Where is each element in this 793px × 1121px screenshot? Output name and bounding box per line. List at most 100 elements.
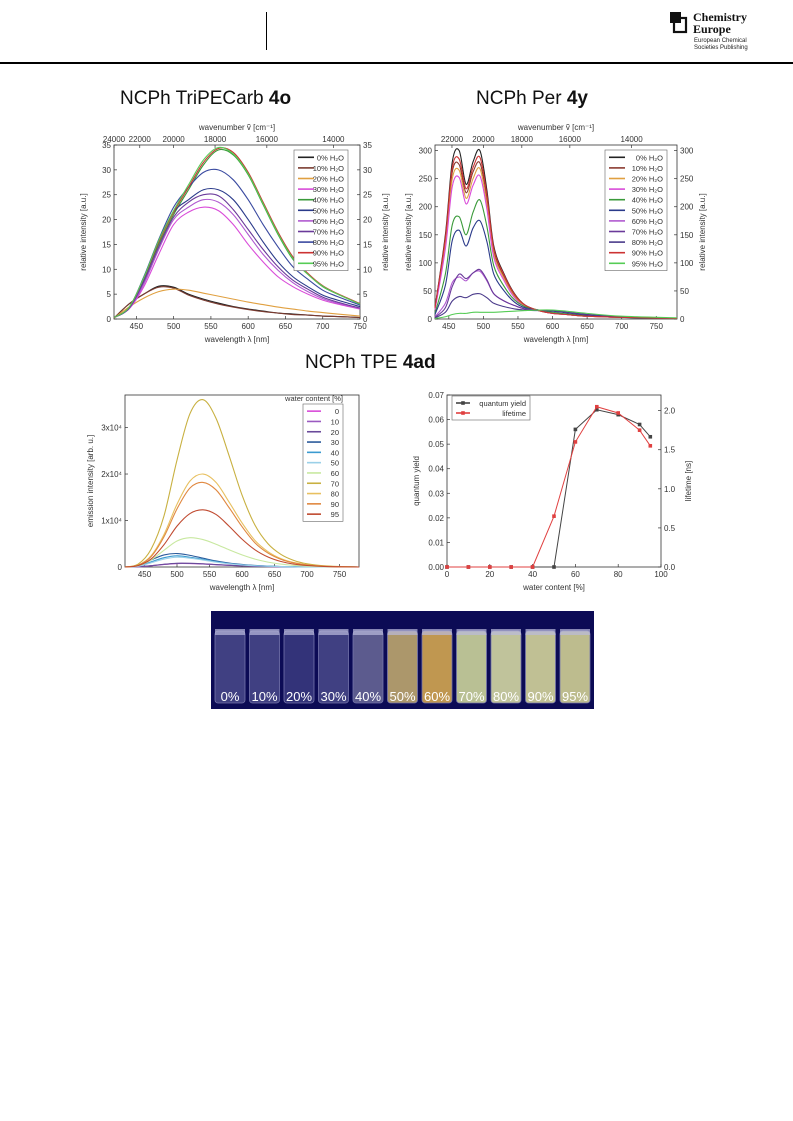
legend-label-50% H₂O: 50% H₂O <box>632 206 663 215</box>
heading-per-bold: 4y <box>566 88 588 109</box>
series-line-30% H₂O <box>113 206 361 318</box>
y-tick-label: 0 <box>428 315 433 324</box>
y-axis-label: relative intensity [a.u.] <box>79 193 88 270</box>
x-tick-label: 600 <box>546 322 560 331</box>
top-tick-label: 16000 <box>256 135 279 144</box>
top-tick-label: 24000 <box>103 135 126 144</box>
chemistry-europe-logo-icon <box>670 12 688 34</box>
data-point-lifetime <box>637 428 642 432</box>
vials-photo: 0% 10% 20% 30% 40% 50% 60% 70% 80% 90% 95% <box>211 611 594 709</box>
top-tick-label: 22000 <box>129 135 152 144</box>
plot-frame <box>434 144 678 320</box>
legend-label-lifetime: lifetime <box>502 409 526 418</box>
logo-title: Chemistry Europe <box>693 11 747 35</box>
legend-label-10: 10 <box>331 417 339 426</box>
chart-tpe-emission: 450 500 550 600 650 700 75001x10⁴2x10⁴3x10⁴wav… <box>86 394 360 592</box>
series-line-lifetime <box>447 406 651 568</box>
series-line-90% H₂O <box>434 155 678 319</box>
y-axis-label: relative intensity [a.u.] <box>404 193 413 270</box>
x-tick-label: 500 <box>167 322 181 331</box>
y-tick-label: 5 <box>107 290 112 299</box>
legend-label-70: 70 <box>331 479 339 488</box>
x-axis-label: wavelength λ [nm] <box>204 335 269 344</box>
y-tick-label: 0.04 <box>428 465 444 474</box>
vials-photo-drawing: 0% 10% 20% 30% 40% 50% 60% 70% 80% 90% 95% <box>214 629 591 704</box>
legend-label-0% H₂O: 0% H₂O <box>317 153 344 162</box>
x-tick-label: 600 <box>242 322 256 331</box>
legend-label-50: 50 <box>331 459 339 468</box>
y-tick-label: 150 <box>419 231 433 240</box>
data-point-quantum yield <box>637 422 642 427</box>
data-point-lifetime <box>445 565 449 569</box>
x-tick-label: 0 <box>445 570 450 579</box>
legend-label-80% H₂O: 80% H₂O <box>632 238 663 247</box>
top-tick-label: 16000 <box>559 135 582 144</box>
legend-marker-lifetime <box>461 411 465 415</box>
data-point-quantum yield <box>648 434 653 439</box>
x-tick-label: 750 <box>333 570 347 579</box>
x-tick-label: 700 <box>615 322 629 331</box>
legend-label-10% H₂O: 10% H₂O <box>632 164 663 173</box>
legend-label-95: 95 <box>331 510 339 519</box>
data-point-lifetime <box>530 565 535 569</box>
x-tick-label: 40 <box>528 570 537 579</box>
legend-label-20% H₂O: 20% H₂O <box>313 175 344 184</box>
legend-label-60: 60 <box>331 469 339 478</box>
y-tick-label: 1x10⁴ <box>101 517 122 526</box>
header-divider <box>266 12 267 50</box>
x-tick-label: 550 <box>203 570 217 579</box>
legend-label-95% H₂O: 95% H₂O <box>313 259 344 268</box>
x-tick-label: 750 <box>353 322 367 331</box>
legend-label-20% H₂O: 20% H₂O <box>632 175 663 184</box>
y-right-tick-label: 25 <box>363 191 372 200</box>
x-tick-label: 550 <box>204 322 218 331</box>
series-line-95 <box>124 509 360 568</box>
legend-box <box>302 403 344 522</box>
data-point-lifetime <box>648 444 653 448</box>
logo-sub-line2: Societies Publishing <box>694 45 748 51</box>
series-line-50% H₂O <box>434 219 678 319</box>
x-tick-label: 60 <box>571 570 580 579</box>
vial-label: 10% <box>251 689 277 704</box>
y-tick-label: 0.01 <box>428 538 444 547</box>
legend-label-60% H₂O: 60% H₂O <box>632 217 663 226</box>
vial-label: 95% <box>562 689 588 704</box>
series-line-20% H₂O <box>113 288 361 319</box>
legend-label-20: 20 <box>331 428 339 437</box>
y-right-tick-label: 50 <box>680 287 689 296</box>
page-header: Chemistry Europe European Chemical Socie… <box>0 0 793 64</box>
logo-sub-line1: European Chemical <box>694 38 747 44</box>
y-tick-label: 15 <box>102 240 111 249</box>
y-right-tick-label: 0.0 <box>664 563 676 572</box>
x-tick-label: 20 <box>485 570 494 579</box>
data-point-lifetime <box>466 565 471 569</box>
top-axis-label: wavenumber ṽ [cm⁻¹] <box>198 123 275 132</box>
legend-label-40% H₂O: 40% H₂O <box>313 196 344 205</box>
y-tick-label: 30 <box>102 166 111 175</box>
legend-label-40% H₂O: 40% H₂O <box>632 196 663 205</box>
legend-marker-quantum yield <box>461 401 465 405</box>
y-tick-label: 0 <box>118 563 123 572</box>
y-tick-label: 0 <box>107 315 112 324</box>
series-line-60% H₂O <box>113 198 361 318</box>
series-line-10% H₂O <box>113 286 361 319</box>
vial-label: 80% <box>493 689 519 704</box>
x-tick-label: 700 <box>316 322 330 331</box>
x-tick-label: 450 <box>138 570 152 579</box>
x-tick-label: 650 <box>279 322 293 331</box>
x-tick-label: 450 <box>442 322 456 331</box>
series-line-95% H₂O <box>113 146 361 318</box>
legend-label-80: 80 <box>331 490 339 499</box>
vial-rim-50% <box>387 629 418 635</box>
vial-rim-30% <box>318 629 349 635</box>
plot-frame <box>446 394 662 568</box>
legend-label-30: 30 <box>331 438 339 447</box>
legend-label-90: 90 <box>331 500 339 509</box>
series-line-50 <box>124 556 360 568</box>
vial-label: 20% <box>286 689 312 704</box>
y-tick-label: 0.03 <box>428 489 444 498</box>
vial-rim-0% <box>215 629 245 635</box>
heading-tpe-text: NCPh TPE <box>305 352 403 373</box>
x-tick-label: 750 <box>650 322 664 331</box>
y-tick-label: 200 <box>419 203 433 212</box>
